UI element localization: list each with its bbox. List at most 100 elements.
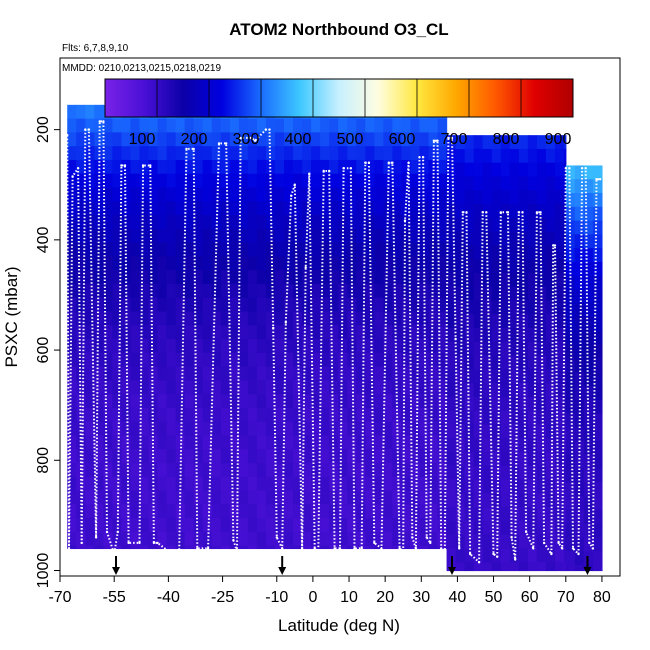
heatmap-cell (193, 132, 204, 147)
heatmap-cell (437, 215, 448, 230)
heatmap-cell (293, 215, 303, 230)
heatmap-cell (184, 215, 195, 230)
heatmap-cell (293, 242, 303, 257)
heatmap-cell (356, 394, 366, 409)
heatmap-cell (202, 476, 213, 492)
marker-arrows (112, 556, 592, 575)
heatmap-cell (545, 479, 556, 494)
heatmap-cell (112, 380, 123, 395)
heatmap-cell (157, 311, 168, 326)
heatmap-cell (482, 479, 493, 494)
heatmap-cell (247, 518, 258, 533)
heatmap-cell (500, 328, 511, 343)
heatmap-cell (446, 314, 457, 329)
heatmap-cell (410, 352, 421, 368)
heatmap-cell (293, 449, 303, 464)
heatmap-cell (184, 380, 195, 395)
heatmap-cell (464, 190, 475, 205)
heatmap-cell (76, 132, 86, 147)
heatmap-cell (302, 504, 312, 519)
colorbar-ticks: 100 200 300 400 500 600 700 800 900 (129, 79, 574, 148)
heatmap-cell (410, 132, 421, 147)
heatmap-cell (229, 463, 240, 478)
heatmap-cell (527, 424, 538, 439)
heatmap-cell (419, 394, 430, 409)
heatmap-cell (148, 270, 159, 285)
heatmap-cell (356, 173, 366, 189)
heatmap-cell (157, 159, 168, 175)
heatmap-cell (293, 146, 303, 161)
heatmap-cell (76, 242, 86, 257)
heatmap-cell (256, 187, 267, 202)
heatmap-cell (148, 187, 159, 202)
heatmap-cell (256, 504, 267, 519)
heatmap-cell (112, 449, 123, 464)
heatmap-cell (274, 146, 285, 161)
heatmap-cell (401, 531, 412, 547)
heatmap-cell (482, 217, 493, 233)
heatmap-cell (536, 341, 547, 357)
heatmap-cell (518, 190, 529, 205)
heatmap-cell (455, 355, 466, 370)
heatmap-cell (121, 173, 132, 189)
heatmap-cell (202, 146, 213, 161)
heatmap-cell (94, 518, 104, 533)
heatmap-cell (130, 518, 141, 533)
heatmap-cell (284, 421, 294, 437)
heatmap-cell (536, 548, 547, 563)
heatmap-cell (184, 256, 195, 271)
heatmap-cell (94, 490, 104, 505)
heatmap-cell (338, 531, 348, 547)
heatmap-cell (338, 228, 348, 244)
heatmap-cell (392, 407, 403, 423)
heatmap-cell (157, 283, 168, 299)
heatmap-cell (464, 259, 475, 274)
heatmap-cell (329, 228, 339, 244)
heatmap-cell (85, 201, 95, 216)
heatmap-cell (383, 435, 393, 450)
heatmap-cell (500, 272, 511, 288)
heatmap-cell (112, 325, 123, 340)
heatmap-cell (85, 242, 95, 257)
heatmap-cell (545, 217, 556, 233)
heatmap-cell (347, 531, 357, 547)
heatmap-cell (211, 146, 222, 161)
heatmap-cell (473, 272, 484, 288)
heatmap-cell (103, 173, 113, 189)
heatmap-cell (193, 490, 204, 505)
heatmap-cell (356, 132, 366, 147)
heatmap-cell (527, 286, 538, 302)
heatmap-cell (193, 339, 204, 354)
heatmap-cell (284, 490, 294, 505)
heatmap-cell (184, 325, 195, 340)
heatmap-cell (446, 245, 457, 260)
heatmap-cell (284, 407, 294, 423)
heatmap-cell (500, 479, 511, 494)
heatmap-cell (103, 366, 113, 381)
heatmap-cell (202, 297, 213, 313)
heatmap-cell (229, 118, 240, 133)
heatmap-cell (157, 228, 168, 244)
heatmap-cell (554, 438, 565, 453)
heatmap-cell (329, 325, 339, 340)
heatmap-cell (265, 545, 276, 550)
heatmap-cell (284, 325, 294, 340)
flight-track-point (333, 547, 336, 550)
flight-track-point (67, 547, 71, 550)
heatmap-cell (175, 132, 186, 147)
heatmap-cell (311, 407, 321, 423)
heatmap-cell (76, 283, 86, 299)
heatmap-cell (311, 242, 321, 257)
heatmap-cell (238, 187, 249, 202)
heatmap-cell (157, 476, 168, 492)
heatmap-cell (121, 297, 132, 313)
flight-track-point (564, 167, 567, 170)
heatmap-cell (564, 479, 567, 494)
heatmap-cell (565, 551, 576, 566)
heatmap-cell (184, 270, 195, 285)
heatmap-cell (564, 493, 567, 508)
heatmap-cell (592, 248, 603, 263)
heatmap-cell (284, 159, 294, 175)
heatmap-cell (509, 162, 520, 178)
heatmap-cell (157, 463, 168, 478)
